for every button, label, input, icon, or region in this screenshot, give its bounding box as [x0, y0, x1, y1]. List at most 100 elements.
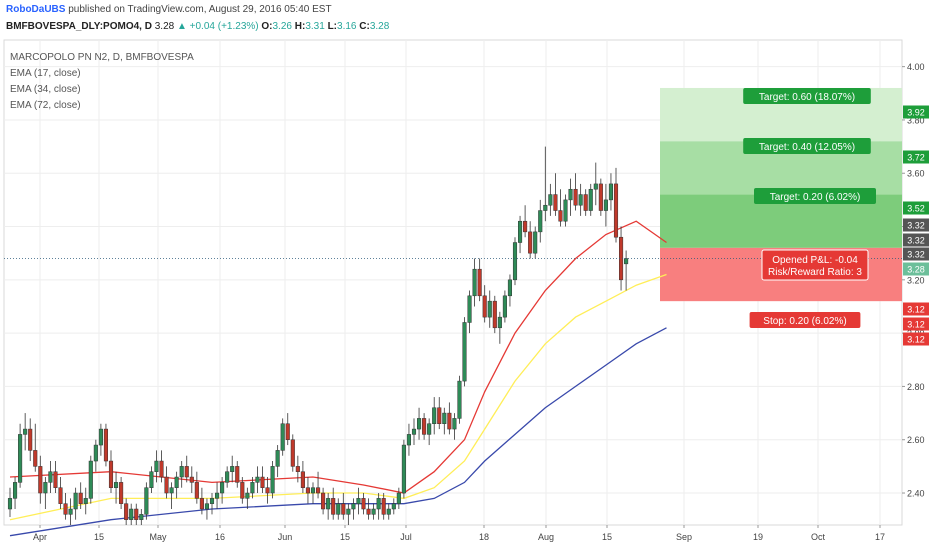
candle[interactable]	[341, 493, 346, 520]
candle[interactable]	[230, 455, 235, 483]
candle[interactable]	[7, 487, 13, 518]
target-label-1[interactable]: Target: 0.20 (6.02%)	[754, 188, 876, 204]
candle[interactable]	[169, 482, 174, 510]
candle[interactable]	[422, 413, 427, 440]
candle[interactable]	[63, 493, 68, 520]
candle[interactable]	[457, 375, 462, 424]
candle[interactable]	[624, 250, 629, 291]
candle[interactable]	[351, 498, 356, 520]
candle[interactable]	[507, 274, 512, 307]
target-label-2[interactable]: Target: 0.40 (12.05%)	[743, 138, 871, 154]
candle[interactable]	[93, 439, 98, 472]
candle[interactable]	[48, 461, 53, 494]
candle[interactable]	[28, 418, 33, 462]
candle[interactable]	[492, 295, 497, 334]
stop-label[interactable]: Stop: 0.20 (6.02%)	[749, 312, 861, 328]
candle[interactable]	[346, 503, 351, 525]
candle[interactable]	[245, 487, 250, 510]
candle[interactable]	[78, 482, 83, 510]
candle[interactable]	[174, 471, 179, 499]
legend-ema34[interactable]: EMA (34, close)	[10, 84, 81, 95]
candle[interactable]	[285, 413, 290, 446]
candle[interactable]	[114, 471, 119, 504]
candle[interactable]	[103, 423, 109, 467]
candle[interactable]	[83, 487, 88, 515]
candle[interactable]	[452, 413, 457, 440]
candle[interactable]	[215, 482, 220, 510]
candle[interactable]	[189, 466, 194, 494]
candle[interactable]	[129, 503, 134, 525]
candle[interactable]	[73, 487, 78, 520]
candle[interactable]	[558, 189, 563, 227]
candle[interactable]	[98, 423, 103, 456]
candle[interactable]	[23, 413, 28, 451]
candle[interactable]	[18, 423, 23, 488]
candle[interactable]	[512, 237, 518, 286]
candle[interactable]	[58, 477, 63, 510]
candle[interactable]	[442, 407, 447, 435]
candle[interactable]	[432, 397, 437, 435]
candle[interactable]	[371, 503, 376, 520]
candle[interactable]	[533, 226, 538, 259]
candle[interactable]	[401, 439, 406, 499]
legend-ema72[interactable]: EMA (72, close)	[10, 100, 81, 111]
candle[interactable]	[13, 477, 18, 510]
candle[interactable]	[159, 450, 164, 483]
candle[interactable]	[578, 183, 583, 216]
candle[interactable]	[603, 183, 608, 227]
candle[interactable]	[38, 455, 43, 504]
candle[interactable]	[411, 418, 417, 446]
candle[interactable]	[477, 258, 482, 302]
candle[interactable]	[53, 461, 58, 494]
candle[interactable]	[134, 503, 139, 525]
candle[interactable]	[361, 493, 366, 515]
candle[interactable]	[518, 215, 523, 254]
candle[interactable]	[553, 173, 558, 216]
candle[interactable]	[563, 194, 568, 227]
candle[interactable]	[316, 471, 321, 499]
candle[interactable]	[108, 450, 114, 494]
candle[interactable]	[583, 189, 588, 216]
candle[interactable]	[573, 173, 578, 211]
candle[interactable]	[184, 455, 189, 483]
candle[interactable]	[255, 466, 260, 494]
candle[interactable]	[240, 477, 245, 504]
candle[interactable]	[381, 493, 386, 520]
candle[interactable]	[543, 146, 548, 222]
candle[interactable]	[396, 487, 401, 510]
candle[interactable]	[119, 477, 124, 510]
candle[interactable]	[204, 498, 209, 520]
candle[interactable]	[290, 434, 295, 472]
candle[interactable]	[336, 498, 341, 520]
candle[interactable]	[331, 487, 336, 520]
candle[interactable]	[300, 461, 305, 494]
candle[interactable]	[497, 311, 502, 344]
candle[interactable]	[209, 493, 215, 515]
candle[interactable]	[260, 466, 265, 494]
candle[interactable]	[417, 407, 422, 440]
candle[interactable]	[33, 423, 38, 472]
candle[interactable]	[472, 258, 477, 307]
candle[interactable]	[588, 183, 593, 216]
candle[interactable]	[280, 418, 285, 456]
candle[interactable]	[482, 285, 487, 323]
candle[interactable]	[326, 493, 331, 520]
candle[interactable]	[502, 290, 507, 323]
candle[interactable]	[124, 498, 129, 525]
candle[interactable]	[462, 317, 467, 387]
candle[interactable]	[386, 503, 391, 520]
candle[interactable]	[295, 455, 300, 483]
candle[interactable]	[447, 402, 452, 435]
candle[interactable]	[139, 509, 144, 525]
candle[interactable]	[179, 461, 184, 488]
candle[interactable]	[406, 423, 411, 456]
candle[interactable]	[366, 498, 371, 520]
candle[interactable]	[356, 487, 361, 515]
candle[interactable]	[275, 445, 280, 478]
target-label-3[interactable]: Target: 0.60 (18.07%)	[743, 88, 871, 104]
candle[interactable]	[608, 173, 614, 211]
candle[interactable]	[225, 466, 230, 488]
candle[interactable]	[265, 477, 270, 504]
